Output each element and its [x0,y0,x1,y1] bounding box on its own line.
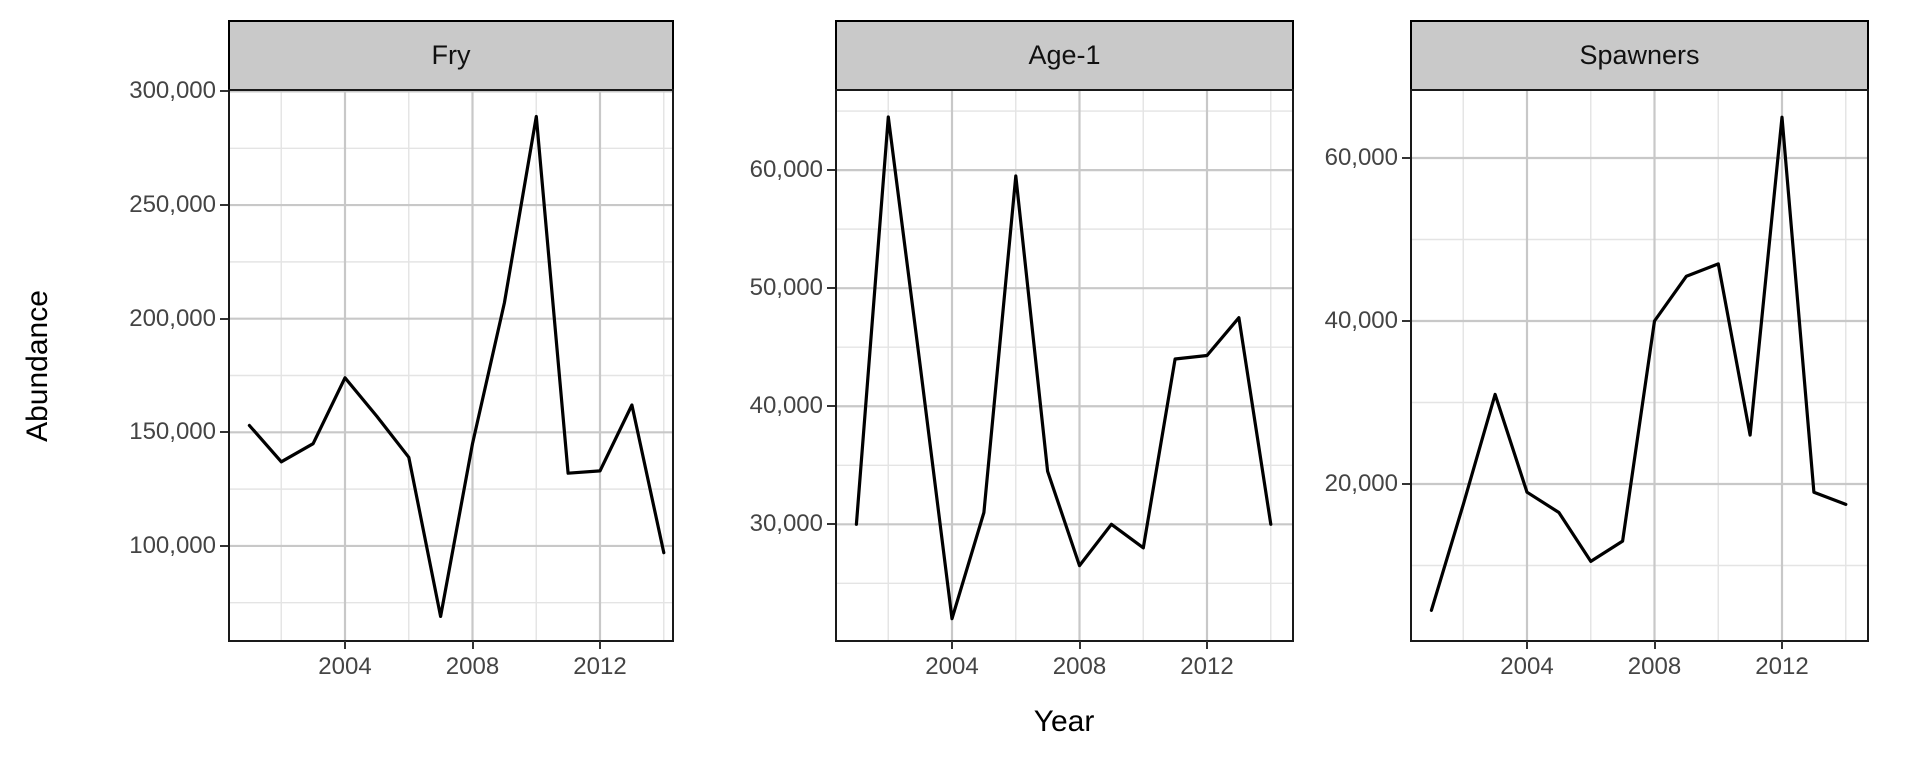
abundance-line-spawners [1429,115,1848,612]
y-tick-mark [220,204,228,207]
y-tick-label: 50,000 [749,274,823,302]
x-tick-mark [1781,641,1783,649]
x-tick-mark [1653,641,1656,649]
x-tick-label: 2012 [1180,653,1234,680]
x-tick-mark [951,641,953,649]
x-tick-mark [599,641,601,649]
y-tick-label: 40,000 [1324,306,1398,334]
y-tick-mark [220,317,228,320]
y-tick-label: 150,000 [129,418,216,446]
facet-strip-fry: Fry [228,20,674,91]
y-tick-label: 40,000 [749,392,823,420]
y-tick-label: 20,000 [1324,470,1398,497]
x-tick-label: 2008 [1627,653,1682,680]
y-tick-label: 250,000 [129,191,216,219]
y-tick-label: 30,000 [749,510,823,538]
y-tick-label: 200,000 [129,304,216,332]
y-tick-label: 100,000 [129,531,216,559]
y-tick-mark [1402,319,1410,322]
x-tick-mark [1526,641,1528,649]
y-tick-mark [220,431,228,434]
facet-strip-age1: Age-1 [835,20,1294,91]
panel-plot [1412,91,1867,640]
y-tick-mark [1402,483,1410,485]
y-tick-mark [1402,156,1410,159]
panel-plot [230,91,672,640]
y-tick-label: 60,000 [749,156,823,184]
x-tick-label: 2012 [573,653,627,680]
x-tick-label: 2004 [1500,653,1554,680]
facet-strip-label: Spawners [1579,40,1700,70]
x-tick-label: 2004 [925,653,979,680]
y-tick-label: 60,000 [1324,143,1398,171]
facet-panel-age1 [835,89,1294,642]
y-tick-mark [220,90,228,93]
y-tick-mark [827,287,835,290]
y-tick-mark [220,544,228,547]
abundance-line-age-1 [854,115,1273,621]
x-tick-label: 2008 [1052,653,1107,680]
x-tick-mark [471,641,474,649]
facet-panel-fry [228,89,674,642]
x-axis-title: Year [1033,705,1095,738]
facet-strip-spawners: Spawners [1410,20,1869,91]
y-tick-mark [827,523,835,526]
x-tick-label: 2004 [318,653,372,680]
facet-panel-spawners [1410,89,1869,642]
x-tick-mark [344,641,346,649]
y-tick-label: 300,000 [129,77,216,105]
x-tick-label: 2012 [1755,653,1809,680]
facet-strip-label: Fry [431,40,471,70]
facet-strip-label: Age-1 [1028,40,1101,70]
y-tick-mark [827,169,835,172]
y-axis-title: Abundance [21,290,54,442]
y-tick-mark [827,405,835,408]
x-tick-mark [1206,641,1208,649]
panel-plot [837,91,1292,640]
x-tick-mark [1078,641,1081,649]
x-tick-label: 2008 [445,653,500,680]
abundance-line-fry [247,114,666,619]
